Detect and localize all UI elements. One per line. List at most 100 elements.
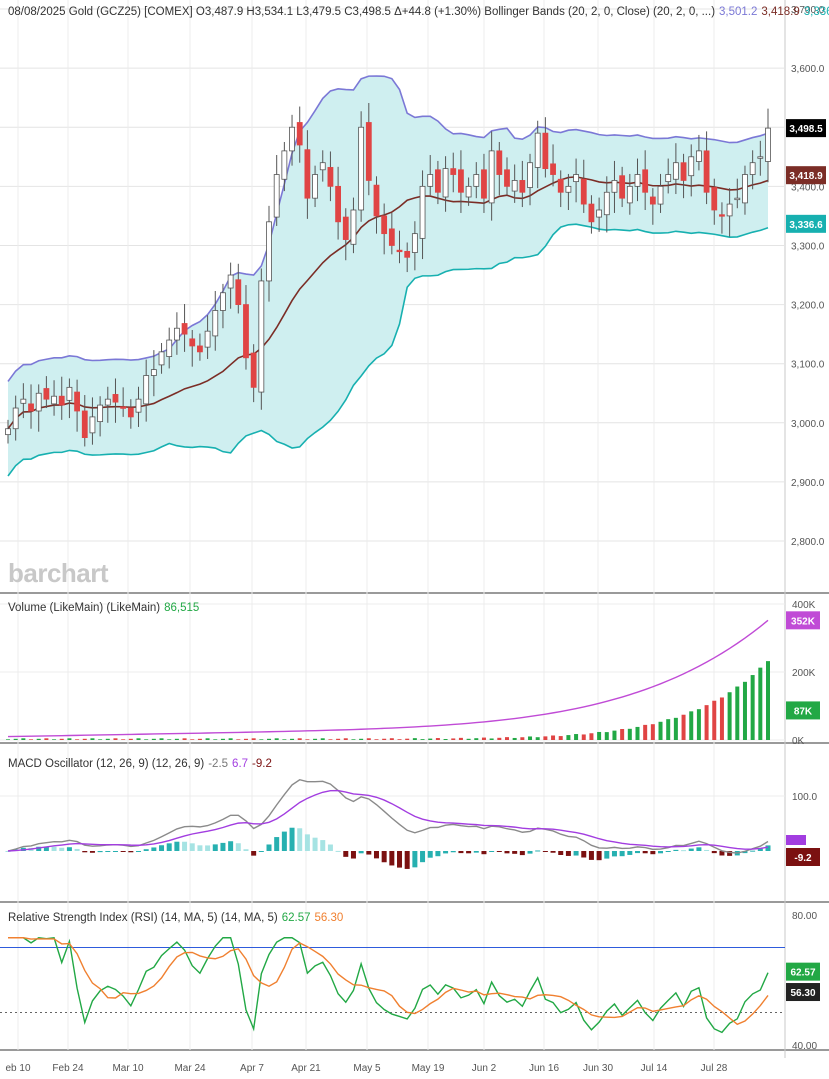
volume-bar bbox=[574, 734, 579, 740]
volume-bar bbox=[581, 734, 586, 740]
volume-bar bbox=[259, 739, 264, 740]
macd-histogram-bar bbox=[373, 851, 379, 859]
macd-histogram-bar bbox=[719, 851, 725, 856]
volume-bar bbox=[504, 737, 509, 740]
candle-body bbox=[112, 394, 119, 403]
macd-hist-tag-bg bbox=[786, 848, 820, 866]
volume-bar bbox=[82, 738, 87, 740]
candle-body bbox=[634, 174, 641, 187]
macd-histogram-bar bbox=[51, 846, 57, 851]
macd-histogram-bar bbox=[489, 851, 495, 852]
macd-histogram-bar bbox=[281, 831, 287, 851]
candle-body bbox=[281, 150, 288, 180]
volume-axis-label: 400K bbox=[792, 600, 816, 611]
macd-histogram-bar bbox=[565, 851, 571, 856]
candle-body bbox=[120, 406, 127, 409]
macd-axis-label: 100.0 bbox=[792, 792, 817, 803]
macd-histogram-bar bbox=[504, 851, 510, 854]
volume-bar bbox=[528, 736, 533, 740]
candle-body bbox=[20, 398, 27, 404]
time-axis-label: May 5 bbox=[353, 1063, 381, 1074]
vol-tag: 87K bbox=[794, 706, 813, 717]
rsi-axis-label: 40.00 bbox=[792, 1041, 817, 1052]
macd-histogram-bar bbox=[43, 846, 49, 851]
volume-bar bbox=[220, 738, 225, 740]
volume-bar bbox=[151, 738, 156, 740]
volume-bar bbox=[443, 739, 448, 740]
macd-histogram-bar bbox=[642, 851, 648, 854]
candle-body bbox=[450, 168, 457, 175]
volume-bar bbox=[742, 681, 747, 740]
candle-body bbox=[12, 407, 19, 430]
volume-bar bbox=[343, 738, 348, 740]
macd-histogram-bar bbox=[634, 851, 640, 854]
volume-bar bbox=[735, 686, 740, 740]
candle-body bbox=[542, 132, 549, 170]
time-axis-label: Jul 28 bbox=[701, 1063, 728, 1074]
candle-body bbox=[173, 327, 180, 341]
candle-body bbox=[711, 187, 718, 211]
volume-bar bbox=[673, 717, 678, 740]
macd-histogram-bar bbox=[289, 827, 295, 851]
candle-body bbox=[358, 126, 365, 211]
volume-bar bbox=[535, 737, 540, 740]
volume-header: Volume (LikeMain) (LikeMain) 86,515 bbox=[8, 602, 203, 614]
macd-histogram-bar bbox=[212, 844, 218, 851]
volume-bar bbox=[328, 739, 333, 740]
volume-bar bbox=[359, 738, 364, 740]
volume-axis-label: 0K bbox=[792, 736, 805, 747]
candle-body bbox=[235, 279, 242, 305]
price-header: 08/08/2025 Gold (GCZ25) [COMEX] O3,487.9… bbox=[8, 6, 829, 18]
volume-bar bbox=[551, 735, 556, 740]
macd-histogram-bar bbox=[727, 851, 733, 856]
macd-histogram-bar bbox=[611, 851, 617, 857]
volume-bar bbox=[497, 737, 502, 740]
macd-histogram-bar bbox=[74, 848, 80, 851]
candle-body bbox=[273, 174, 280, 218]
macd-histogram-bar bbox=[512, 851, 518, 854]
macd-histogram-bar bbox=[389, 851, 395, 866]
macd-histogram-bar bbox=[619, 851, 625, 857]
macd-histogram-bar bbox=[120, 851, 126, 852]
volume-bar bbox=[420, 739, 425, 740]
bollinger-lower-line bbox=[7, 223, 769, 477]
time-axis-label: May 19 bbox=[412, 1063, 445, 1074]
candle-body bbox=[296, 122, 303, 146]
candle-body bbox=[181, 323, 188, 335]
time-axis-label: Jun 2 bbox=[472, 1063, 497, 1074]
volume-bar bbox=[689, 711, 694, 740]
macd-histogram-bar bbox=[251, 851, 257, 856]
macd-histogram-bar bbox=[243, 849, 249, 851]
volume-bar bbox=[305, 739, 310, 740]
macd-histogram-bar bbox=[588, 851, 594, 860]
volume-bar bbox=[382, 738, 387, 740]
macd-histogram-bar bbox=[458, 851, 464, 854]
macd-histogram-bar bbox=[435, 851, 441, 857]
oi-tag-bg bbox=[786, 611, 820, 630]
macd-histogram-bar bbox=[650, 851, 656, 855]
bb-lower-tag-bg bbox=[786, 214, 826, 233]
candle-body bbox=[703, 150, 710, 193]
macd-histogram-bar bbox=[205, 845, 211, 851]
candle-body bbox=[266, 221, 272, 282]
candle-body bbox=[619, 175, 626, 199]
candle-body bbox=[335, 185, 342, 223]
price-axis-label: 3,200.0 bbox=[791, 301, 825, 312]
candle-body bbox=[396, 249, 403, 253]
volume-bar bbox=[174, 738, 179, 740]
volume-bar bbox=[374, 739, 379, 740]
volume-bar bbox=[466, 738, 471, 740]
volume-bar bbox=[612, 730, 617, 740]
macd-histogram-bar bbox=[66, 847, 72, 851]
candle-body bbox=[150, 369, 157, 376]
candle-body bbox=[51, 395, 57, 405]
volume-bar bbox=[627, 728, 632, 740]
candle-body bbox=[212, 310, 219, 337]
candle-body bbox=[373, 184, 380, 217]
volume-title: Volume (LikeMain) (LikeMain) bbox=[8, 602, 161, 614]
volume-bar bbox=[635, 726, 640, 740]
volume-bar bbox=[712, 700, 717, 740]
rsi-axis-label: 80.00 bbox=[792, 911, 817, 922]
candle-body bbox=[657, 185, 664, 205]
